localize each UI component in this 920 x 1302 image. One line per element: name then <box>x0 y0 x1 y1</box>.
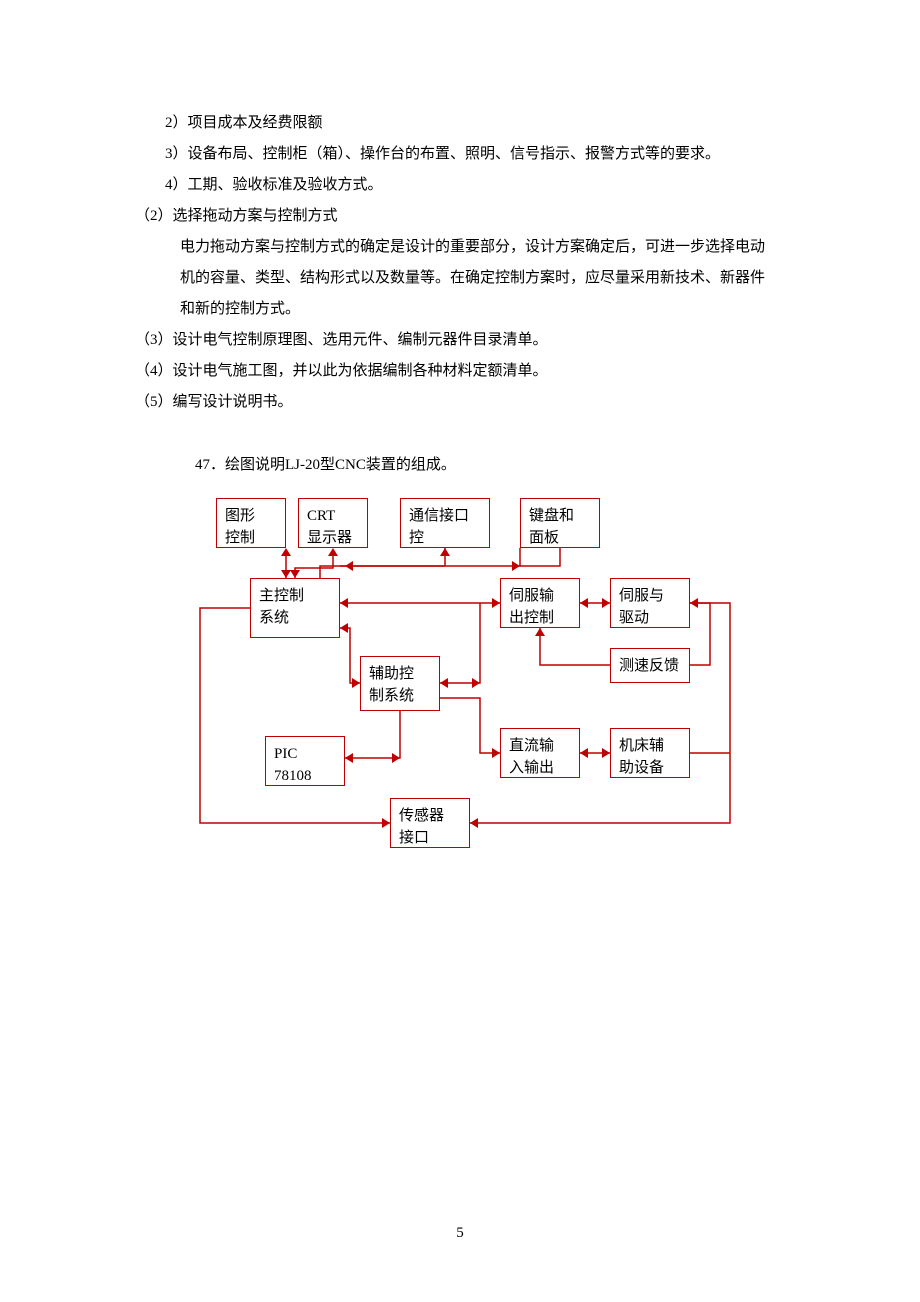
cnc-diagram: 图形 控制CRT 显示器通信接口控 制器键盘和 面板主控制 系统 伺服输 出控制伺… <box>190 498 760 898</box>
text-line: （3）设计电气控制原理图、选用元件、编制元器件目录清单。 <box>135 325 815 356</box>
node-mach: 机床辅 助设备 <box>610 728 690 778</box>
node-graph: 图形 控制 <box>216 498 286 548</box>
text-line: （2）选择拖动方案与控制方式 <box>135 201 815 232</box>
node-drive: 伺服与 驱动 <box>610 578 690 628</box>
node-main: 主控制 系统 <box>250 578 340 638</box>
text-line: （4）设计电气施工图，并以此为依据编制各种材料定额清单。 <box>135 356 815 387</box>
node-sensor: 传感器 接口 <box>390 798 470 848</box>
text-line: 4）工期、验收标准及验收方式。 <box>165 170 815 201</box>
node-comm: 通信接口控 制器 <box>400 498 490 548</box>
text-line: 机的容量、类型、结构形式以及数量等。在确定控制方案时，应尽量采用新技术、新器件 <box>180 263 815 294</box>
document-body: 2）项目成本及经费限额 3）设备布局、控制柜（箱）、操作台的布置、照明、信号指示… <box>135 108 815 481</box>
node-speed: 测速反馈 <box>610 648 690 683</box>
node-kb: 键盘和 面板 <box>520 498 600 548</box>
node-crt: CRT 显示器 <box>298 498 368 548</box>
diagram-connectors <box>190 498 760 898</box>
node-dc: 直流输 入输出 <box>500 728 580 778</box>
text-line: 和新的控制方式。 <box>180 294 815 325</box>
text-line: 2）项目成本及经费限额 <box>165 108 815 139</box>
text-line: 电力拖动方案与控制方式的确定是设计的重要部分，设计方案确定后，可进一步选择电动 <box>180 232 815 263</box>
node-aux: 辅助控 制系统 <box>360 656 440 711</box>
node-pic: PIC 78108 <box>265 736 345 786</box>
text-line: （5）编写设计说明书。 <box>135 387 815 418</box>
page-number: 5 <box>0 1225 920 1242</box>
node-servo: 伺服输 出控制 <box>500 578 580 628</box>
text-line: 3）设备布局、控制柜（箱）、操作台的布置、照明、信号指示、报警方式等的要求。 <box>165 139 815 170</box>
question-47: 47．绘图说明LJ-20型CNC装置的组成。 <box>195 450 815 481</box>
